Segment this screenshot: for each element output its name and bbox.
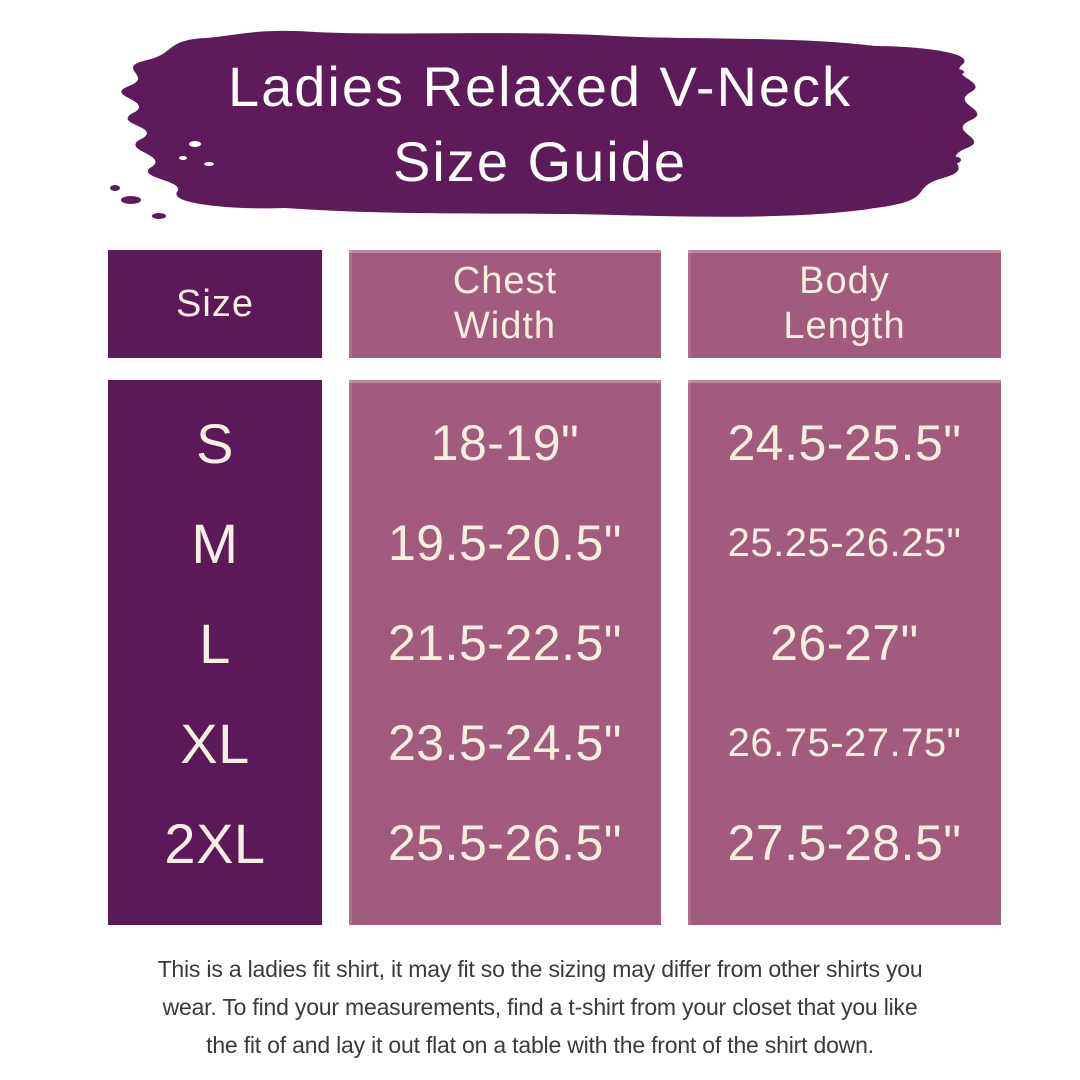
chest-width-xl: 23.5-24.5"	[387, 715, 623, 771]
title-line-2: Size Guide	[393, 129, 687, 193]
column-header-chest-width: Chest Width	[349, 250, 661, 358]
size-l: L	[199, 611, 231, 675]
size-column: S M L XL 2XL	[108, 380, 322, 925]
chest-width-2xl: 25.5-26.5"	[387, 815, 623, 871]
table-header-row: Size Chest Width Body Length	[108, 250, 1001, 358]
size-m: M	[191, 511, 239, 575]
chest-width-l: 21.5-22.5"	[387, 615, 623, 671]
fit-note: This is a ladies fit shirt, it may fit s…	[40, 950, 1040, 1064]
table-body: S M L XL 2XL 18-19" 19.5-20.5" 21.5-22.5…	[108, 380, 1001, 925]
body-length-xl: 26.75-27.75"	[727, 720, 962, 765]
title-banner: Ladies Relaxed V-Neck Size Guide	[95, 12, 985, 237]
size-s: S	[196, 411, 234, 475]
fit-note-line-3: the fit of and lay it out flat on a tabl…	[206, 1032, 874, 1058]
fit-note-line-2: wear. To find your measurements, find a …	[162, 994, 918, 1020]
body-length-column: 24.5-25.5" 25.25-26.25" 26-27" 26.75-27.…	[688, 380, 1001, 925]
size-2xl: 2XL	[164, 811, 266, 875]
fit-note-line-1: This is a ladies fit shirt, it may fit s…	[157, 956, 923, 982]
page-title: Ladies Relaxed V-Neck Size Guide	[95, 12, 985, 237]
body-length-m: 25.25-26.25"	[727, 520, 962, 565]
chest-width-column: 18-19" 19.5-20.5" 21.5-22.5" 23.5-24.5" …	[349, 380, 661, 925]
title-line-1: Ladies Relaxed V-Neck	[227, 54, 853, 118]
column-header-body-length: Body Length	[688, 250, 1001, 358]
body-length-2xl: 27.5-28.5"	[727, 815, 962, 871]
chest-width-s: 18-19"	[430, 415, 580, 471]
column-header-size: Size	[108, 250, 322, 358]
brush-stroke-graphic	[110, 30, 978, 219]
body-length-l: 26-27"	[770, 615, 919, 671]
size-xl: XL	[180, 711, 250, 775]
chest-width-m: 19.5-20.5"	[387, 515, 623, 571]
body-length-s: 24.5-25.5"	[727, 415, 962, 471]
